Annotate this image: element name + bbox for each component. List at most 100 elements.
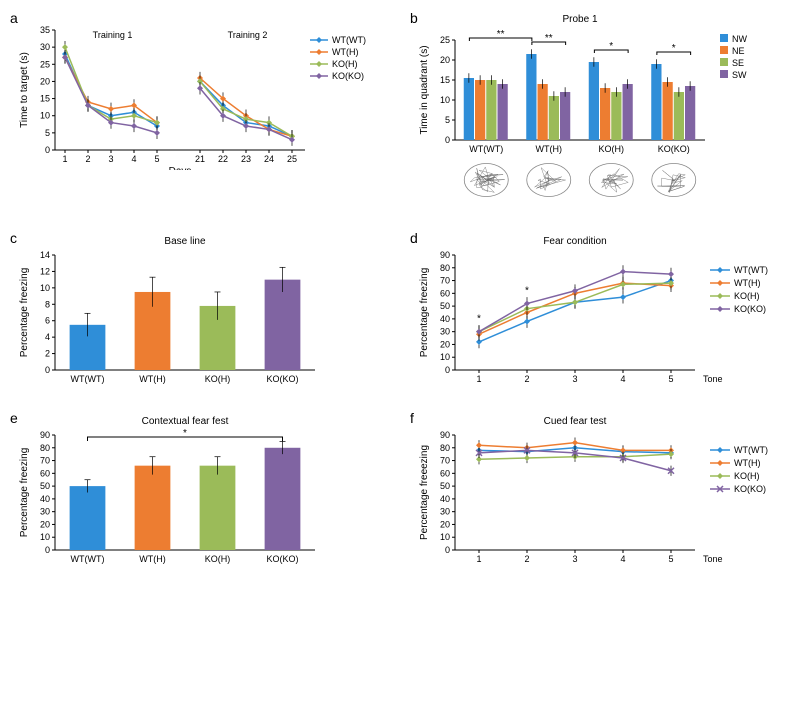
svg-text:KO(H): KO(H) bbox=[332, 59, 358, 69]
svg-text:4: 4 bbox=[620, 374, 625, 384]
svg-text:1: 1 bbox=[476, 554, 481, 564]
svg-text:KO(KO): KO(KO) bbox=[734, 304, 766, 314]
svg-text:60: 60 bbox=[440, 468, 450, 478]
svg-text:0: 0 bbox=[45, 145, 50, 155]
svg-text:KO(KO): KO(KO) bbox=[266, 374, 298, 384]
svg-text:50: 50 bbox=[440, 301, 450, 311]
svg-text:10: 10 bbox=[40, 283, 50, 293]
svg-text:90: 90 bbox=[440, 430, 450, 440]
chart-e: Contextual fear fest0102030405060708090P… bbox=[10, 410, 370, 570]
svg-text:WT(WT): WT(WT) bbox=[734, 265, 768, 275]
svg-text:21: 21 bbox=[195, 154, 205, 164]
svg-text:80: 80 bbox=[440, 443, 450, 453]
svg-text:Tone: Tone bbox=[703, 374, 723, 384]
svg-text:15: 15 bbox=[40, 94, 50, 104]
svg-text:2: 2 bbox=[524, 374, 529, 384]
svg-text:3: 3 bbox=[108, 154, 113, 164]
svg-text:0: 0 bbox=[445, 135, 450, 145]
svg-text:4: 4 bbox=[131, 154, 136, 164]
svg-text:30: 30 bbox=[40, 507, 50, 517]
svg-text:Time to target (s): Time to target (s) bbox=[19, 52, 30, 128]
svg-text:10: 10 bbox=[40, 532, 50, 542]
svg-text:*: * bbox=[183, 428, 187, 439]
svg-text:**: ** bbox=[497, 29, 505, 40]
svg-text:35: 35 bbox=[40, 25, 50, 35]
panel-b: b Probe 10510152025Time in quadrant (s)W… bbox=[410, 10, 790, 210]
svg-text:5: 5 bbox=[668, 374, 673, 384]
svg-text:20: 20 bbox=[440, 519, 450, 529]
svg-text:70: 70 bbox=[440, 456, 450, 466]
svg-text:Base line: Base line bbox=[164, 236, 206, 247]
panel-d: d Fear condition0102030405060708090Perce… bbox=[410, 230, 790, 390]
svg-text:1: 1 bbox=[476, 374, 481, 384]
svg-text:KO(KO): KO(KO) bbox=[332, 71, 364, 81]
svg-text:KO(KO): KO(KO) bbox=[734, 484, 766, 494]
svg-text:Contextual fear fest: Contextual fear fest bbox=[142, 416, 229, 427]
svg-text:12: 12 bbox=[40, 266, 50, 276]
panel-e: e Contextual fear fest010203040506070809… bbox=[10, 410, 380, 570]
svg-text:SE: SE bbox=[732, 58, 744, 68]
svg-text:10: 10 bbox=[440, 95, 450, 105]
svg-text:Fear condition: Fear condition bbox=[543, 236, 606, 247]
svg-text:*: * bbox=[477, 313, 481, 324]
panel-c: c Base line02468101214Percentage freezin… bbox=[10, 230, 380, 390]
svg-text:*: * bbox=[609, 41, 613, 52]
svg-text:KO(H): KO(H) bbox=[734, 291, 760, 301]
svg-text:60: 60 bbox=[440, 288, 450, 298]
svg-text:Training 1: Training 1 bbox=[93, 30, 133, 40]
panel-b-label: b bbox=[410, 10, 418, 26]
svg-text:0: 0 bbox=[45, 545, 50, 555]
chart-c: Base line02468101214Percentage freezingW… bbox=[10, 230, 370, 390]
panel-f-label: f bbox=[410, 410, 414, 426]
svg-text:25: 25 bbox=[40, 59, 50, 69]
svg-text:25: 25 bbox=[440, 35, 450, 45]
svg-text:Probe 1: Probe 1 bbox=[562, 14, 597, 25]
svg-text:WT(H): WT(H) bbox=[332, 47, 359, 57]
svg-text:6: 6 bbox=[45, 316, 50, 326]
svg-text:25: 25 bbox=[287, 154, 297, 164]
svg-text:90: 90 bbox=[440, 250, 450, 260]
svg-text:KO(H): KO(H) bbox=[734, 471, 760, 481]
svg-text:WT(H): WT(H) bbox=[734, 278, 761, 288]
svg-text:2: 2 bbox=[524, 554, 529, 564]
svg-text:30: 30 bbox=[40, 42, 50, 52]
svg-text:10: 10 bbox=[40, 111, 50, 121]
svg-text:90: 90 bbox=[40, 430, 50, 440]
svg-text:NE: NE bbox=[732, 46, 745, 56]
svg-text:8: 8 bbox=[45, 299, 50, 309]
svg-text:60: 60 bbox=[40, 468, 50, 478]
chart-a: 05101520253035Time to target (s)12345212… bbox=[10, 10, 380, 170]
svg-text:70: 70 bbox=[40, 456, 50, 466]
panel-c-label: c bbox=[10, 230, 17, 246]
svg-text:40: 40 bbox=[440, 494, 450, 504]
svg-text:0: 0 bbox=[445, 365, 450, 375]
svg-text:4: 4 bbox=[620, 554, 625, 564]
svg-text:WT(H): WT(H) bbox=[139, 554, 166, 564]
svg-text:0: 0 bbox=[445, 545, 450, 555]
svg-text:2: 2 bbox=[85, 154, 90, 164]
svg-text:WT(WT): WT(WT) bbox=[332, 35, 366, 45]
panel-e-label: e bbox=[10, 410, 18, 426]
svg-text:5: 5 bbox=[154, 154, 159, 164]
panel-d-label: d bbox=[410, 230, 418, 246]
svg-text:23: 23 bbox=[241, 154, 251, 164]
svg-text:5: 5 bbox=[668, 554, 673, 564]
svg-text:50: 50 bbox=[40, 481, 50, 491]
figure-grid: a 05101520253035Time to target (s)123452… bbox=[10, 10, 790, 570]
svg-text:Training 2: Training 2 bbox=[228, 30, 268, 40]
svg-text:NW: NW bbox=[732, 34, 747, 44]
svg-text:22: 22 bbox=[218, 154, 228, 164]
svg-text:WT(H): WT(H) bbox=[536, 144, 563, 154]
svg-text:4: 4 bbox=[45, 332, 50, 342]
svg-text:70: 70 bbox=[440, 276, 450, 286]
svg-text:24: 24 bbox=[264, 154, 274, 164]
svg-text:14: 14 bbox=[40, 250, 50, 260]
svg-text:Percentage freeezing: Percentage freeezing bbox=[419, 445, 430, 540]
svg-text:KO(KO): KO(KO) bbox=[266, 554, 298, 564]
svg-text:20: 20 bbox=[440, 339, 450, 349]
panel-a: a 05101520253035Time to target (s)123452… bbox=[10, 10, 380, 210]
panel-f: f Cued fear test0102030405060708090Perce… bbox=[410, 410, 790, 570]
svg-text:Percentage freezing: Percentage freezing bbox=[19, 268, 30, 358]
svg-text:Percentage freezing: Percentage freezing bbox=[419, 268, 430, 358]
svg-text:SW: SW bbox=[732, 70, 747, 80]
